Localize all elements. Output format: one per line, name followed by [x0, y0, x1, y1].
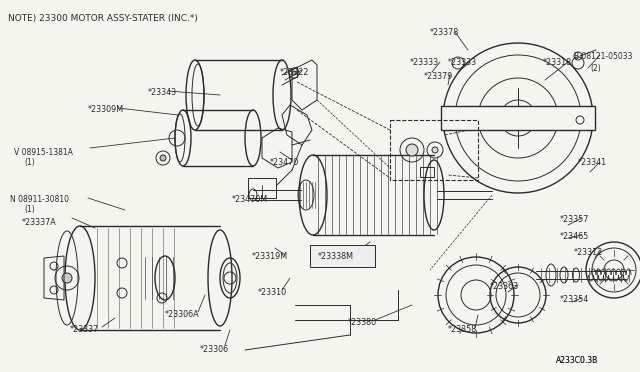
Text: *23380: *23380 — [348, 318, 377, 327]
Text: N 08911-30810: N 08911-30810 — [10, 195, 69, 204]
Text: NOTE) 23300 MOTOR ASSY-STATER (INC.*): NOTE) 23300 MOTOR ASSY-STATER (INC.*) — [8, 14, 198, 23]
Text: B 08121-05033: B 08121-05033 — [574, 52, 632, 61]
Bar — [390, 120, 478, 180]
Text: *23337: *23337 — [70, 325, 99, 334]
Polygon shape — [441, 106, 595, 130]
Bar — [310, 245, 375, 267]
Text: *23470: *23470 — [270, 158, 300, 167]
Text: *23358: *23358 — [448, 325, 477, 334]
Text: *23306: *23306 — [200, 345, 229, 354]
Text: A233C0.3B: A233C0.3B — [556, 356, 598, 365]
Text: *23306A: *23306A — [165, 310, 200, 319]
Text: *23337A: *23337A — [22, 218, 57, 227]
Text: (1): (1) — [24, 205, 35, 214]
Text: *23363: *23363 — [490, 282, 519, 291]
Text: *23341: *23341 — [578, 158, 607, 167]
Text: (1): (1) — [24, 158, 35, 167]
Text: *23357: *23357 — [560, 215, 589, 224]
Text: *23333: *23333 — [448, 58, 477, 67]
Circle shape — [432, 147, 438, 153]
Text: *23333: *23333 — [410, 58, 439, 67]
Bar — [420, 167, 434, 177]
Text: *23470M: *23470M — [232, 195, 268, 204]
Text: *23354: *23354 — [560, 295, 589, 304]
Text: *23312: *23312 — [574, 248, 604, 257]
Text: (2): (2) — [590, 64, 601, 73]
Text: V 08915-1381A: V 08915-1381A — [14, 148, 73, 157]
Circle shape — [292, 71, 296, 75]
Circle shape — [160, 155, 166, 161]
Text: *23322: *23322 — [280, 68, 309, 77]
Text: *23309M: *23309M — [88, 105, 124, 114]
Text: *23378: *23378 — [430, 28, 460, 37]
Circle shape — [62, 273, 72, 283]
Text: *23379: *23379 — [424, 72, 453, 81]
Text: *23310: *23310 — [258, 288, 287, 297]
Text: *23338M: *23338M — [318, 252, 354, 261]
Text: *23318: *23318 — [543, 58, 572, 67]
Text: *23465: *23465 — [560, 232, 589, 241]
Bar — [248, 178, 276, 198]
Text: *23343: *23343 — [148, 88, 177, 97]
Circle shape — [406, 144, 418, 156]
Text: *23319M: *23319M — [252, 252, 288, 261]
Text: A233C0.3B: A233C0.3B — [556, 356, 598, 365]
